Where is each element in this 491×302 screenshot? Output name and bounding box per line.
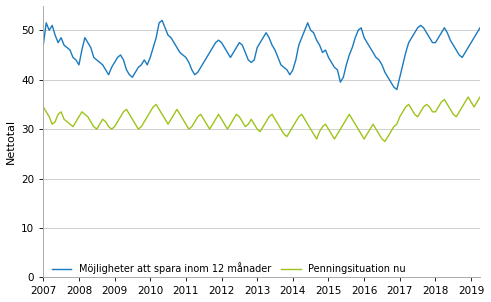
- Penningsituation nu: [489, 90, 491, 94]
- Line: Möjligheter att spara inom 12 månader: Möjligheter att spara inom 12 månader: [43, 8, 491, 90]
- Penningsituation nu: [483, 90, 489, 94]
- Möjligheter att spara inom 12 månader: [489, 6, 491, 10]
- Möjligheter att spara inom 12 månader: [394, 88, 400, 92]
- Möjligheter att spara inom 12 månader: [55, 41, 61, 44]
- Y-axis label: Nettotal: Nettotal: [5, 119, 16, 164]
- Möjligheter att spara inom 12 månader: [153, 36, 159, 40]
- Penningsituation nu: [153, 103, 159, 106]
- Legend: Möjligheter att spara inom 12 månader, Penningsituation nu: Möjligheter att spara inom 12 månader, P…: [48, 258, 410, 278]
- Möjligheter att spara inom 12 månader: [331, 66, 337, 69]
- Penningsituation nu: [382, 140, 388, 143]
- Möjligheter att spara inom 12 månader: [109, 66, 114, 69]
- Möjligheter att spara inom 12 månader: [340, 76, 346, 79]
- Penningsituation nu: [109, 127, 114, 131]
- Penningsituation nu: [55, 112, 61, 116]
- Penningsituation nu: [340, 122, 346, 126]
- Penningsituation nu: [331, 137, 337, 141]
- Möjligheter att spara inom 12 månader: [195, 70, 201, 74]
- Penningsituation nu: [40, 105, 46, 109]
- Möjligheter att spara inom 12 månader: [40, 43, 46, 47]
- Line: Penningsituation nu: Penningsituation nu: [43, 92, 491, 141]
- Penningsituation nu: [195, 115, 201, 119]
